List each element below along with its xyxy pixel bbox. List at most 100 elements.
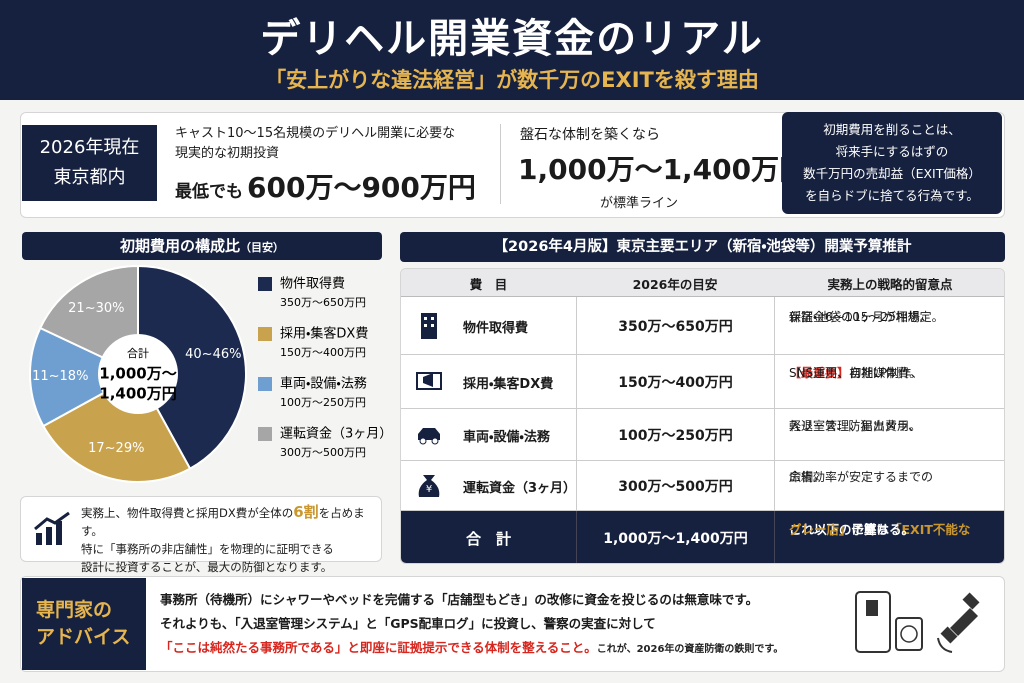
notes-cell: 広告効率が安定するまでの 命綱。 [774,461,1004,511]
desc-line: キャスト10～15名規模のデリヘル開業に必要な [175,126,456,141]
pie-slice [137,264,247,471]
legend-range: 100万～250万円 [280,396,366,409]
subtitle: 「安上がりな違法経営」が数千万のEXITを殺す理由 [265,68,759,92]
text-segment: 保証金6～10ヶ月が相場。 [789,310,932,324]
badge-line: 東京都内 [53,167,126,188]
header-cell: 実務上の戦略的留意点 [827,276,953,292]
desc-line: 現実的な初期投資 [175,146,280,161]
text-line: 軽リース、防犯カメラ、 [789,417,920,435]
total-item: 合 計 [465,529,511,548]
text-line: それよりも、「入退室管理システム」と「GPS配車ログ」に投資し、警察の実査に対し… [160,612,783,636]
text-line: 「ここは純然たる事務所である」と即座に証拠提示できる体制を整えること。これが、2… [160,636,783,662]
header-cell: 費 目 [469,276,508,292]
slice-label: 21~30% [68,301,124,316]
text-line: SNS運用、初期媒体費。 [789,364,921,382]
total-amount: 1,000万～1,400万円 [576,511,774,563]
total-notes: これ以下の予算は 「EXIT不能な グレー店」 に墜ちる。 [774,511,1004,563]
note-line: を自らドブに捨てる行為です。 [805,188,979,203]
legend-name: 物件取得費 [280,276,345,292]
insight-box: 実務上、物件取得費と採用DX費が全体の6割を占めます。特に「事務所の非店舗性」を… [20,496,382,574]
text-segment: 広告効率が安定するまでの [789,470,934,484]
text-line: 特に「事務所の非店舗性」を物理的に証明できる [81,540,381,558]
amount: 600万～900万円 [247,171,476,204]
legend-name: 採用・集客DX費 [280,326,368,342]
pie-title: 初期費用の構成比 [119,237,240,255]
growth-icon [34,511,70,545]
amount-cell: 100万～250万円 [576,409,774,461]
legend-swatch [258,277,272,291]
right-sub: が標準ライン [600,196,679,211]
text-segment: 命綱。 [789,470,826,484]
row-icon [415,311,445,341]
text-segment: 入退室管理、届出費用。 [789,419,922,433]
notes-cell: 【最重要】 自社LP制作、 SNS運用、初期媒体費。 [774,355,1004,409]
text-line: 【最重要】 自社LP制作、 [789,364,923,382]
prefix: 最低でも [175,182,243,202]
note-line: 初期費用を削ることは、 [823,122,961,137]
advice-icons [855,591,980,653]
badge-line: 2026年現在 [39,137,140,158]
text-line: 入退室管理、届出費用。 [789,417,921,435]
text-line: 広告効率が安定するまでの [789,468,933,486]
icon [421,313,437,339]
pie-title-bar: 初期費用の構成比（目安） [22,232,382,260]
header: デリヘル開業資金のリアル 「安上がりな違法経営」が数千万のEXITを殺す理由 [0,0,1024,100]
item-cell: 採用・集客DX費 [463,376,554,392]
item-cell: 物件取得費 [463,320,529,336]
pie-hole [98,334,178,414]
text-segment: を占めます。 [81,506,365,538]
header-row [401,269,1004,297]
text-segment: 実務上、物件取得費と採用DX費が全体の [81,506,294,520]
insight-text: 実務上、物件取得費と採用DX費が全体の6割を占めます。特に「事務所の非店舗性」を… [81,503,381,576]
pie-center: 合計 [127,346,149,360]
total-row [401,511,1004,563]
icon [416,372,442,390]
advice-label: 専門家の アドバイス [22,578,146,670]
text-segment: 【最重要】 [789,366,850,380]
pie-slice [42,372,192,483]
text-segment: これ以下の予算は [789,522,890,537]
right-desc: 盤石な体制を築くなら [520,127,660,143]
text-segment: グレー店」 [789,522,852,537]
slice-label: 40~46% [185,347,241,362]
budget-table: 費 目 2026年の目安 実務上の戦略的留意点 物件取得費 350万～650万円 新宿・池… [400,268,1005,564]
text-segment: SNS運用、初期媒体費。 [789,366,922,380]
text-line: 事務所（待機所）にシャワーやベッドを完備する「店舗型もどき」の改修に資金を投じる… [160,588,783,612]
text-segment: これが、2026年の資産防衛の鉄則です。 [596,644,784,655]
left-desc: キャスト10～15名規模のデリヘル開業に必要な 現実的な初期投資 [175,124,455,164]
amount-cell: 150万～400万円 [576,355,774,409]
icon [418,428,440,445]
legend-name: 車両・設備・法務 [280,377,367,392]
text-segment: 「ここは純然たる事務所である」と即座に証拠提示できる体制を整えること。 [160,640,597,655]
row-icon [415,367,445,397]
advice-box [20,576,1005,672]
legend-swatch [258,427,272,441]
text-segment: 事務所（待機所）にシャワーやベッドを完備する「店舗型もどき」の改修に資金を投じる… [160,592,759,607]
text-line: 新宿・池袋の15～25坪想定。 [789,308,944,326]
text-segment: 自社LP制作、 [849,366,923,380]
text-line: グレー店」 に墜ちる。 [789,520,914,539]
table-row [401,409,1004,461]
text-segment: 「EXIT不能な [889,522,971,537]
table-title: 【2026年4月版】東京主要エリア（新宿・池袋等）開業予算推計 [400,232,1005,262]
text-line: 実務上、物件取得費と採用DX費が全体の6割を占めます。 [81,503,381,540]
table-row [401,297,1004,355]
item-cell: 運転資金（3ヶ月） [463,480,577,496]
divider [500,124,501,204]
note-line: 数千万円の売却益（EXIT価格） [803,166,981,181]
text-segment: 特に「事務所の非店舗性」を物理的に証明できる [81,542,334,556]
text-segment: に墜ちる。 [851,522,915,537]
advice-label-line: 専門家の [36,599,113,621]
amount-cell: 300万～500万円 [576,461,774,511]
title: デリヘル開業資金のリアル [260,16,764,62]
legend-swatch [258,377,272,391]
pie-slice [29,326,141,428]
notes-cell: 新宿・池袋の15～25坪想定。 保証金6～10ヶ月が相場。 [774,297,1004,355]
table-row [401,355,1004,409]
note-box: 初期費用を削ることは、 将来手にするはずの 数千万円の売却益（EXIT価格） を… [782,112,1002,214]
legend-swatch [258,327,272,341]
legend-range: 150万～400万円 [280,346,366,359]
icon: ¥ [418,475,440,497]
left-amount-row: 最低でも 600万～900万円 [175,166,476,206]
